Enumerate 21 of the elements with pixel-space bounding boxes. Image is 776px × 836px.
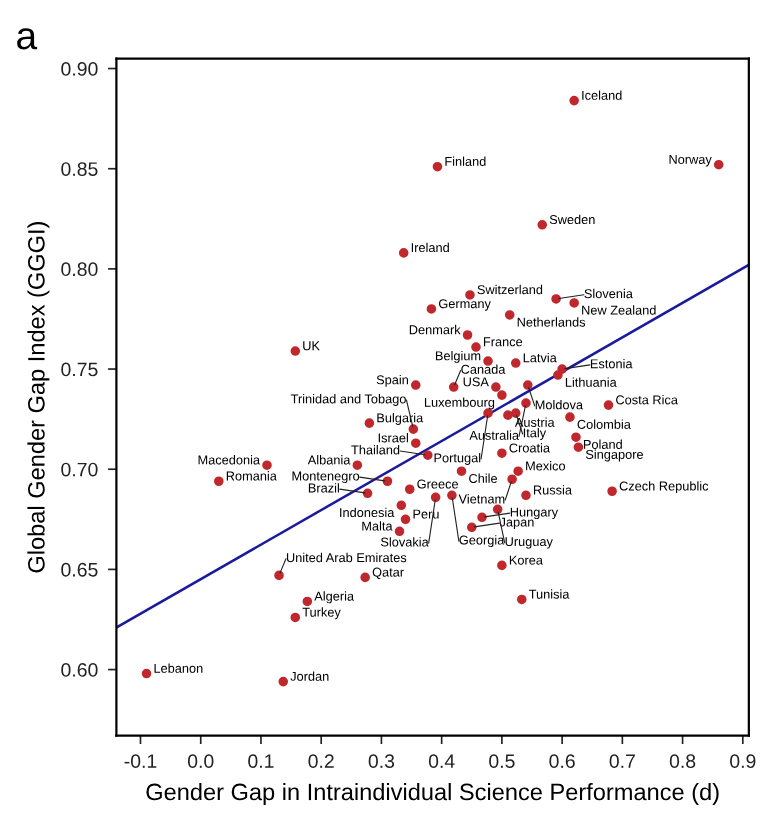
y-tick-label: 0.60	[61, 663, 98, 677]
y-tick-label: 0.70	[61, 462, 98, 477]
x-axis-title: Gender Gap in Intraindividual Science Performance (d)	[146, 782, 719, 805]
x-tick-label: -0.1	[124, 754, 157, 769]
x-tick-label: 0.4	[428, 754, 455, 769]
x-tick-label: 0.3	[368, 754, 395, 769]
y-tick-label: 0.75	[61, 362, 98, 377]
x-tick-label: 0.9	[730, 754, 756, 769]
y-axis-title: Global Gender Gap Index (GGGI)	[27, 222, 50, 573]
x-tick-label: 0.5	[489, 754, 515, 769]
x-tick-label: 0.1	[248, 754, 274, 769]
x-tick-label: 0.7	[609, 754, 635, 769]
x-tick-label: 0.0	[187, 754, 214, 769]
x-tick-label: 0.2	[308, 754, 334, 769]
x-tick-label: 0.6	[549, 754, 575, 769]
text: a	[17, 28, 38, 50]
y-tick-label: 0.80	[61, 262, 98, 277]
x-tick-label: 0.8	[669, 754, 696, 769]
y-tick-label: 0.85	[61, 162, 98, 176]
y-tick-label: 0.90	[61, 62, 98, 76]
y-tick-label: 0.65	[61, 562, 98, 577]
